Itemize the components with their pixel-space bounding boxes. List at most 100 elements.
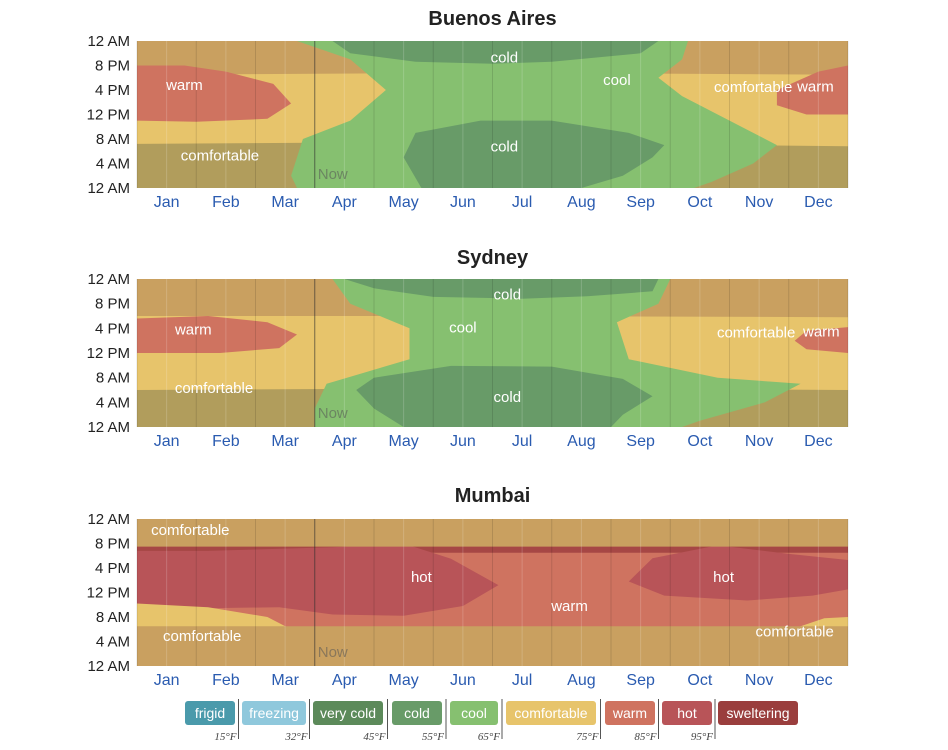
legend-label: comfortable xyxy=(514,705,587,721)
legend-label: cold xyxy=(404,705,430,721)
legend-threshold-label: 85°F xyxy=(634,731,656,743)
x-tick-label: Jan xyxy=(154,194,180,211)
legend-swatch-cool xyxy=(450,701,498,725)
legend-swatch-comfortable xyxy=(506,701,596,725)
x-tick-label: Oct xyxy=(687,194,712,211)
legend-threshold-label: 75°F xyxy=(576,731,598,743)
y-tick-label: 12 AM xyxy=(87,511,130,528)
region-hot xyxy=(137,543,499,616)
y-tick-label: 12 AM xyxy=(87,33,130,50)
region-label: cold xyxy=(494,286,522,303)
region-cold xyxy=(403,120,665,188)
x-tick-label: Feb xyxy=(212,433,240,450)
x-tick-label: Apr xyxy=(332,194,358,211)
legend-swatch-freezing xyxy=(242,701,306,725)
x-tick-label: Feb xyxy=(212,194,240,211)
y-tick-label: 8 AM xyxy=(96,609,130,626)
legend-swatch-very-cold xyxy=(313,701,383,725)
x-tick-label: Feb xyxy=(212,672,240,689)
region-label: comfortable xyxy=(181,148,259,165)
y-tick-label: 4 AM xyxy=(96,634,130,651)
x-tick-label: Sep xyxy=(626,433,655,450)
region-label: cool xyxy=(449,320,477,337)
region-warm xyxy=(137,65,292,122)
x-tick-label: Jul xyxy=(512,433,532,450)
x-tick-label: Dec xyxy=(804,433,832,450)
region-warm xyxy=(776,65,848,115)
legend-swatch-hot xyxy=(662,701,712,725)
chart-title: Sydney xyxy=(457,247,529,269)
y-tick-label: 12 AM xyxy=(87,419,130,436)
x-tick-label: Jan xyxy=(154,672,180,689)
legend-label: sweltering xyxy=(726,705,789,721)
region-cold xyxy=(332,41,659,64)
legend-threshold-label: 65°F xyxy=(478,731,500,743)
legend-threshold-label: 55°F xyxy=(422,731,444,743)
x-tick-label: Aug xyxy=(567,672,595,689)
y-tick-label: 4 PM xyxy=(95,82,130,99)
region-warm xyxy=(794,327,848,353)
x-tick-label: May xyxy=(389,672,419,689)
x-tick-label: Sep xyxy=(626,672,655,689)
y-tick-label: 4 PM xyxy=(95,320,130,337)
x-tick-label: Dec xyxy=(804,672,832,689)
now-label: Now xyxy=(318,405,348,422)
legend-swatch-warm xyxy=(605,701,655,725)
legend-swatch-cold xyxy=(392,701,442,725)
legend-label: frigid xyxy=(195,705,225,721)
y-tick-label: 12 PM xyxy=(87,345,130,362)
region-label: warm xyxy=(802,323,840,340)
x-tick-label: Nov xyxy=(745,672,773,689)
region-label: comfortable xyxy=(151,522,229,539)
region-label: warm xyxy=(174,322,212,339)
legend-label: very cold xyxy=(320,705,376,721)
region-label: cold xyxy=(491,138,519,155)
x-tick-label: May xyxy=(389,433,419,450)
now-label: Now xyxy=(318,644,348,661)
region-label: warm xyxy=(796,78,834,95)
y-tick-label: 12 PM xyxy=(87,585,130,602)
x-tick-label: Sep xyxy=(626,194,655,211)
legend-threshold-label: 15°F xyxy=(214,731,236,743)
x-tick-label: Aug xyxy=(567,433,595,450)
region-cold xyxy=(344,279,659,299)
x-tick-label: Mar xyxy=(271,194,299,211)
x-tick-label: Oct xyxy=(687,672,712,689)
x-tick-label: Dec xyxy=(804,194,832,211)
legend-threshold-label: 95°F xyxy=(691,731,713,743)
legend-threshold-label: 45°F xyxy=(363,731,385,743)
x-tick-label: Jun xyxy=(450,672,476,689)
region-warm xyxy=(137,316,297,353)
y-tick-label: 12 AM xyxy=(87,271,130,288)
region-label: comfortable xyxy=(175,380,253,397)
y-tick-label: 4 AM xyxy=(96,156,130,173)
y-tick-label: 8 PM xyxy=(95,296,130,313)
chart-title: Buenos Aires xyxy=(428,8,556,30)
legend-label: warm xyxy=(612,705,647,721)
x-tick-label: Jun xyxy=(450,194,476,211)
y-tick-label: 4 PM xyxy=(95,560,130,577)
y-tick-label: 8 PM xyxy=(95,58,130,75)
legend-label: freezing xyxy=(249,705,299,721)
region-label: comfortable xyxy=(755,624,833,641)
legend-label: cool xyxy=(461,705,487,721)
region-hot xyxy=(628,545,848,601)
x-tick-label: Jul xyxy=(512,194,532,211)
x-tick-label: May xyxy=(389,194,419,211)
region-label: cold xyxy=(491,50,519,67)
region-label: cold xyxy=(494,389,522,406)
region-label: cool xyxy=(603,72,631,89)
y-tick-label: 4 AM xyxy=(96,394,130,411)
x-tick-label: Nov xyxy=(745,194,773,211)
legend-swatch-frigid xyxy=(185,701,235,725)
region-label: hot xyxy=(713,569,735,586)
x-tick-label: Nov xyxy=(745,433,773,450)
x-tick-label: Mar xyxy=(271,433,299,450)
x-tick-label: Aug xyxy=(567,194,595,211)
y-tick-label: 8 AM xyxy=(96,131,130,148)
region-cold xyxy=(356,365,653,427)
now-label: Now xyxy=(318,166,348,183)
x-tick-label: Jan xyxy=(154,433,180,450)
region-label: warm xyxy=(550,598,588,615)
